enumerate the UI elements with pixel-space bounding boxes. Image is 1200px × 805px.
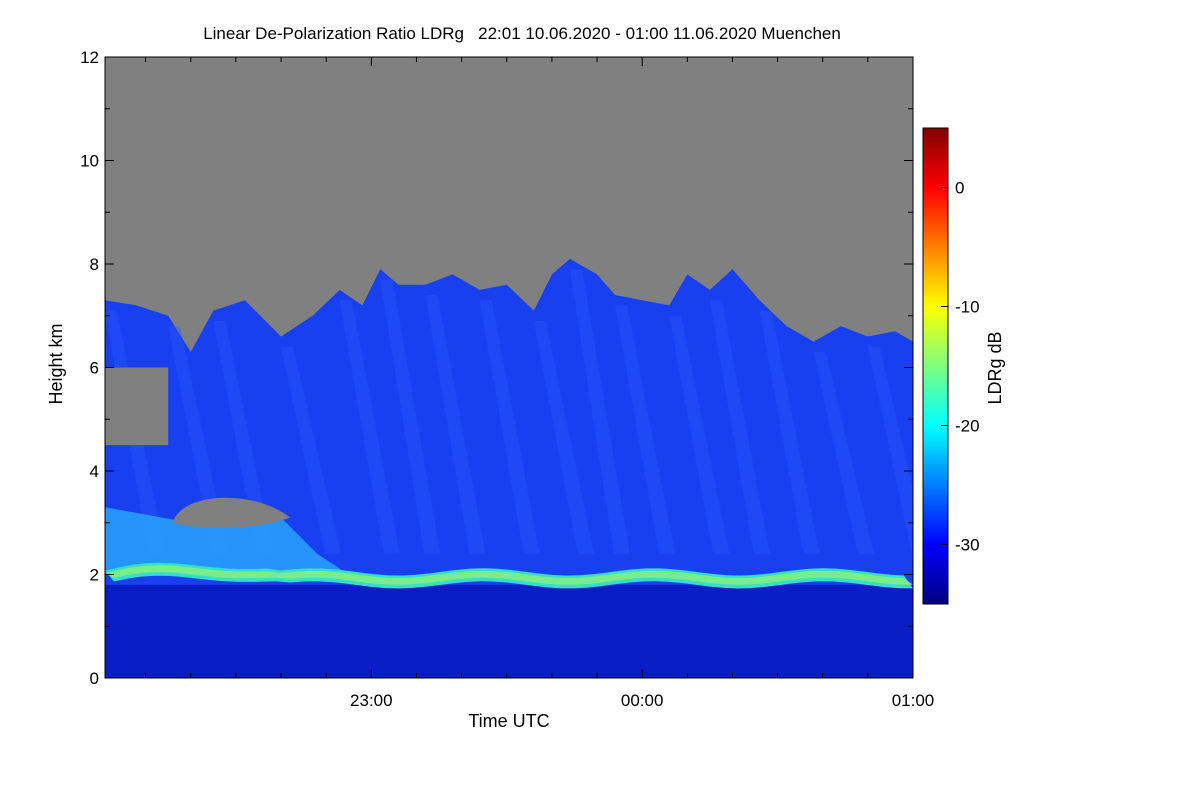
y-tick-label: 0 xyxy=(90,669,99,688)
boundary-layer-top-core xyxy=(105,565,913,585)
y-tick-label: 10 xyxy=(80,152,99,171)
fall-streak xyxy=(813,351,874,554)
fall-streak xyxy=(709,300,770,554)
fall-streak xyxy=(281,346,342,554)
y-tick-label: 6 xyxy=(90,359,99,378)
colorbar-tick-label: -10 xyxy=(955,298,980,317)
fall-streak xyxy=(759,310,820,554)
fall-streak xyxy=(615,305,676,554)
aerosol-layer xyxy=(105,507,349,575)
x-tick-label: 23:00 xyxy=(350,691,393,710)
no-data-gap xyxy=(105,367,169,446)
x-axis: 23:00 00:00 01:00 xyxy=(145,57,935,710)
y-tick-label: 2 xyxy=(90,566,99,585)
y-tick-label: 4 xyxy=(90,462,99,481)
colorbar-tick-label: -20 xyxy=(955,417,980,436)
colorbar-tick-label: 0 xyxy=(955,179,964,198)
fall-streak xyxy=(569,269,630,554)
colorbar-axis: 0 -10 -20 -30 xyxy=(941,179,980,555)
colorbar-tick-label: -30 xyxy=(955,536,980,555)
y-axis: 0 2 4 6 8 10 12 xyxy=(80,48,913,688)
fall-streak xyxy=(339,300,400,554)
fall-streak xyxy=(168,326,229,554)
fall-streak xyxy=(867,346,913,554)
fall-streak xyxy=(479,300,540,554)
colorbar xyxy=(922,127,949,605)
fall-streak xyxy=(380,279,441,554)
fall-streak xyxy=(425,295,486,554)
y-tick-label: 8 xyxy=(90,255,99,274)
x-tick-label: 01:00 xyxy=(892,691,935,710)
y-axis-label: Height km xyxy=(46,323,66,404)
no-data-gap xyxy=(172,497,291,529)
plot-area xyxy=(105,57,913,678)
chart-title: Linear De-Polarization Ratio LDRg 22:01 … xyxy=(203,24,841,43)
fall-streak xyxy=(533,320,594,554)
boundary-layer-low-ldr xyxy=(105,584,913,678)
x-axis-label: Time UTC xyxy=(468,711,549,731)
colorbar-label: LDRg dB xyxy=(985,331,1005,404)
x-tick-label: 00:00 xyxy=(621,691,664,710)
fall-streak xyxy=(213,320,274,554)
fall-streak xyxy=(669,315,730,554)
y-tick-label: 12 xyxy=(80,48,99,67)
